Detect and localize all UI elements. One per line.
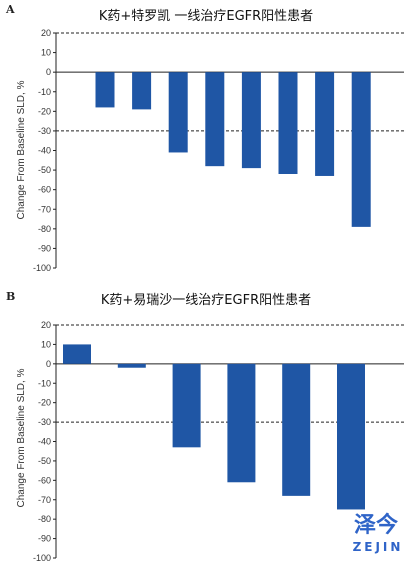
panel-a-bar	[95, 72, 115, 108]
panel-a-y-tick-label: -50	[38, 165, 51, 175]
panel-a-bar	[168, 72, 188, 153]
panel-a-y-tick-label: 10	[41, 48, 51, 58]
panel-b-y-tick-label: -50	[38, 456, 51, 466]
panel-a-y-axis-label: Change From Baseline SLD, %	[16, 80, 27, 219]
panel-b-title: K药+易瑞沙一线治疗EGFR阳性患者	[101, 293, 311, 308]
panel-b-letter: B	[6, 290, 15, 303]
panel-a-bar	[132, 72, 152, 110]
panel-b-y-tick-label: -80	[38, 514, 51, 524]
panel-b-y-tick-label: 0	[46, 359, 51, 369]
panel-a-letter: A	[5, 3, 15, 16]
panel-b-y-tick-label: -40	[38, 437, 51, 447]
panel-a-y-tick-label: -40	[38, 146, 51, 156]
panel-a: A K药+特罗凯 一线治疗EGFR阳性患者 Change From Baseli…	[5, 3, 404, 273]
panel-b-bar	[63, 344, 91, 364]
panel-a-y-tick-label: 20	[41, 28, 51, 38]
panel-b-y-tick-label: 10	[41, 339, 51, 349]
panel-a-y-tick-label: -60	[38, 185, 51, 195]
panel-b-bar	[227, 363, 256, 483]
panel-b-y-tick-label: -70	[38, 495, 51, 505]
zejin-logo: 泽今 ZEJIN	[353, 512, 404, 554]
panel-a-bar	[205, 72, 225, 167]
panel-b-bar	[337, 363, 365, 510]
panel-b-bar	[172, 363, 201, 448]
panel-a-y-tick-label: -100	[33, 263, 51, 273]
panel-b-y-tick-label: 20	[41, 320, 51, 330]
panel-b: B K药+易瑞沙一线治疗EGFR阳性患者 Change From Baselin…	[6, 290, 404, 563]
panel-b-bar	[282, 363, 311, 496]
panel-b-y-tick-label: -100	[33, 553, 51, 563]
panel-b-bar	[117, 363, 146, 368]
panel-b-y-axis-label: Change From Baseline SLD, %	[16, 368, 27, 507]
panel-b-plot: 20 10 0 -10 -20 -30 -40 -50 -60 -70 -80 -90 -100	[33, 320, 404, 563]
panel-a-bar	[278, 72, 298, 174]
panel-a-y-tick-label: -30	[38, 126, 51, 136]
panel-a-y-tick-label: -70	[38, 204, 51, 214]
panel-a-bar	[315, 72, 335, 176]
panel-a-plot: 20 10 0 -10 -20 -30 -40 -50 -60 -70 -80 -90 -100	[33, 28, 404, 273]
panel-b-y-tick-label: -20	[38, 398, 51, 408]
panel-a-bar	[351, 72, 371, 227]
panel-a-y-tick-label: -90	[38, 243, 51, 253]
panel-a-bar	[241, 72, 261, 169]
panel-b-y-tick-label: -10	[38, 378, 51, 388]
logo-sub-text: ZEJIN	[353, 540, 404, 554]
panel-a-y-tick-label: -10	[38, 87, 51, 97]
panel-b-y-tick-label: -60	[38, 475, 51, 485]
panel-a-y-tick-label: 0	[46, 67, 51, 77]
panel-b-y-tick-label: -30	[38, 417, 51, 427]
panel-a-y-tick-label: -20	[38, 106, 51, 116]
panel-a-y-tick-label: -80	[38, 224, 51, 234]
panel-a-title: K药+特罗凯 一线治疗EGFR阳性患者	[99, 9, 313, 24]
logo-main-text: 泽今	[354, 512, 398, 538]
panel-b-y-tick-label: -90	[38, 534, 51, 544]
